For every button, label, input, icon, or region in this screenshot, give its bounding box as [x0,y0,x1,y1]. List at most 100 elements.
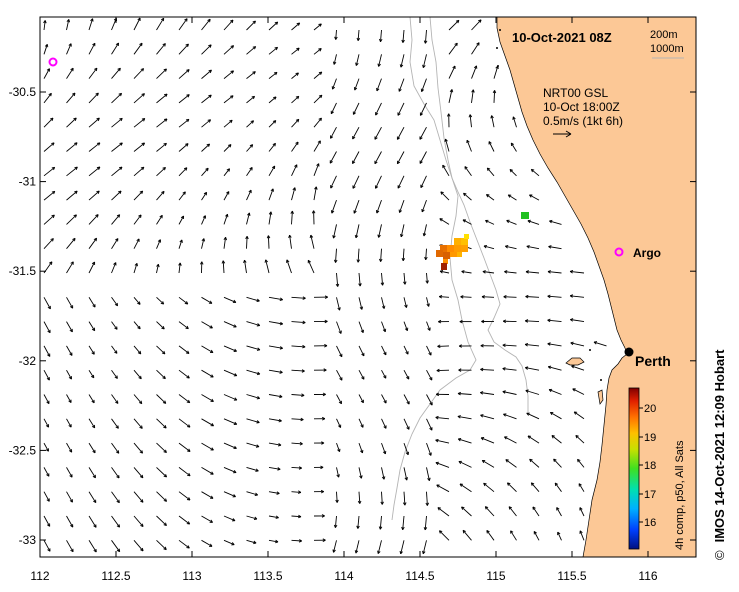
current-arrowhead [290,210,294,214]
current-arrow [291,369,305,372]
current-arrowhead [439,269,444,274]
current-arrowhead [486,167,491,172]
current-arrow [246,491,258,496]
current-arrowhead [352,135,356,140]
current-arrow [313,23,322,31]
current-arrow [426,467,430,481]
current-arrow [426,345,432,356]
current-arrowhead [504,270,508,274]
current-arrowhead [93,237,98,242]
current-arrow [547,343,562,347]
current-arrowhead [510,530,514,534]
current-arrowhead [512,116,516,120]
current-arrow [330,175,337,189]
current-arrowhead [44,43,49,48]
current-arrow [525,343,540,347]
current-arrowhead [508,506,512,510]
current-arrowhead [116,499,120,504]
current-arrowhead [163,142,167,147]
current-arrow [111,42,119,55]
current-arrowhead [184,18,188,22]
current-arrowhead [427,327,431,331]
current-arrowhead [435,438,439,443]
current-arrow [403,272,406,285]
current-arrow [291,296,306,299]
current-arrowhead [423,527,428,531]
current-arrowhead [529,458,533,463]
current-arrowhead [277,467,281,471]
current-arrowhead [43,20,47,24]
current-arrow [329,151,337,164]
current-arrow [88,491,97,503]
y-tick-label: -32 [19,354,37,368]
current-arrowhead [185,143,189,147]
current-arrowhead [200,261,204,265]
current-arrowhead [383,375,387,379]
current-arrowhead [335,499,339,503]
current-arrow [464,166,472,177]
current-arrowhead [141,93,145,97]
current-arrow [201,143,210,152]
current-arrow [352,126,360,140]
current-arrowhead [161,190,165,195]
current-arrowhead [547,342,551,346]
current-arrowhead [248,189,252,194]
current-arrow [330,102,337,114]
current-arrow [43,190,56,201]
colorbar [628,387,640,550]
current-arrowhead [138,375,142,380]
current-arrow [156,167,166,177]
current-arrow [43,418,49,428]
x-tick-label: 113.5 [253,569,282,583]
current-arrowhead [374,185,379,189]
current-arrowhead [320,465,324,470]
current-arrow [532,506,540,517]
current-arrowhead [46,473,50,477]
current-arrow [289,235,292,249]
current-arrowhead [503,413,507,417]
current-arrowhead [298,466,303,470]
current-arrow [223,45,234,55]
current-arrowhead [525,389,529,393]
current-arrow [551,435,562,444]
current-arrowhead [210,471,214,475]
current-arrow [403,442,409,455]
current-arrowhead [117,67,121,72]
current-arrowhead [481,459,486,464]
current-arrowhead [444,138,448,142]
y-axis: -30.5 -31 -31.5 -32 -32.5 -33 [9,85,696,547]
current-arrowhead [530,482,535,486]
current-arrowhead [233,445,237,450]
current-arrowhead [309,234,314,239]
current-arrowhead [332,549,336,553]
current-arrow [357,248,360,263]
current-arrowhead [383,425,387,429]
x-tick-label: 115 [486,569,505,583]
y-tick-label: -31 [19,175,37,189]
current-arrowhead [314,186,318,190]
current-arrow [579,530,585,541]
current-arrow [43,321,51,334]
current-arrowhead [361,376,365,380]
current-arrow [201,467,214,475]
current-arrowhead [307,259,311,264]
current-arrowhead [70,67,74,72]
rottnest-island [565,357,585,366]
current-arrow [133,166,145,177]
current-arrowhead [163,546,167,551]
current-arrow [291,394,305,396]
current-arrowhead [160,17,165,22]
current-arrowhead [322,538,326,542]
current-arrow [466,140,472,152]
current-arrowhead [557,531,561,536]
current-source: NRT00 GSL [543,86,608,100]
current-arrowhead [401,257,406,262]
current-arrowhead [49,117,54,122]
current-arrow [530,482,540,492]
current-arrowhead [114,350,118,354]
current-arrowhead [96,190,100,194]
current-arrowhead [209,495,214,499]
current-arrowhead [527,219,531,224]
current-arrowhead [486,530,490,534]
current-arrowhead [435,415,439,420]
